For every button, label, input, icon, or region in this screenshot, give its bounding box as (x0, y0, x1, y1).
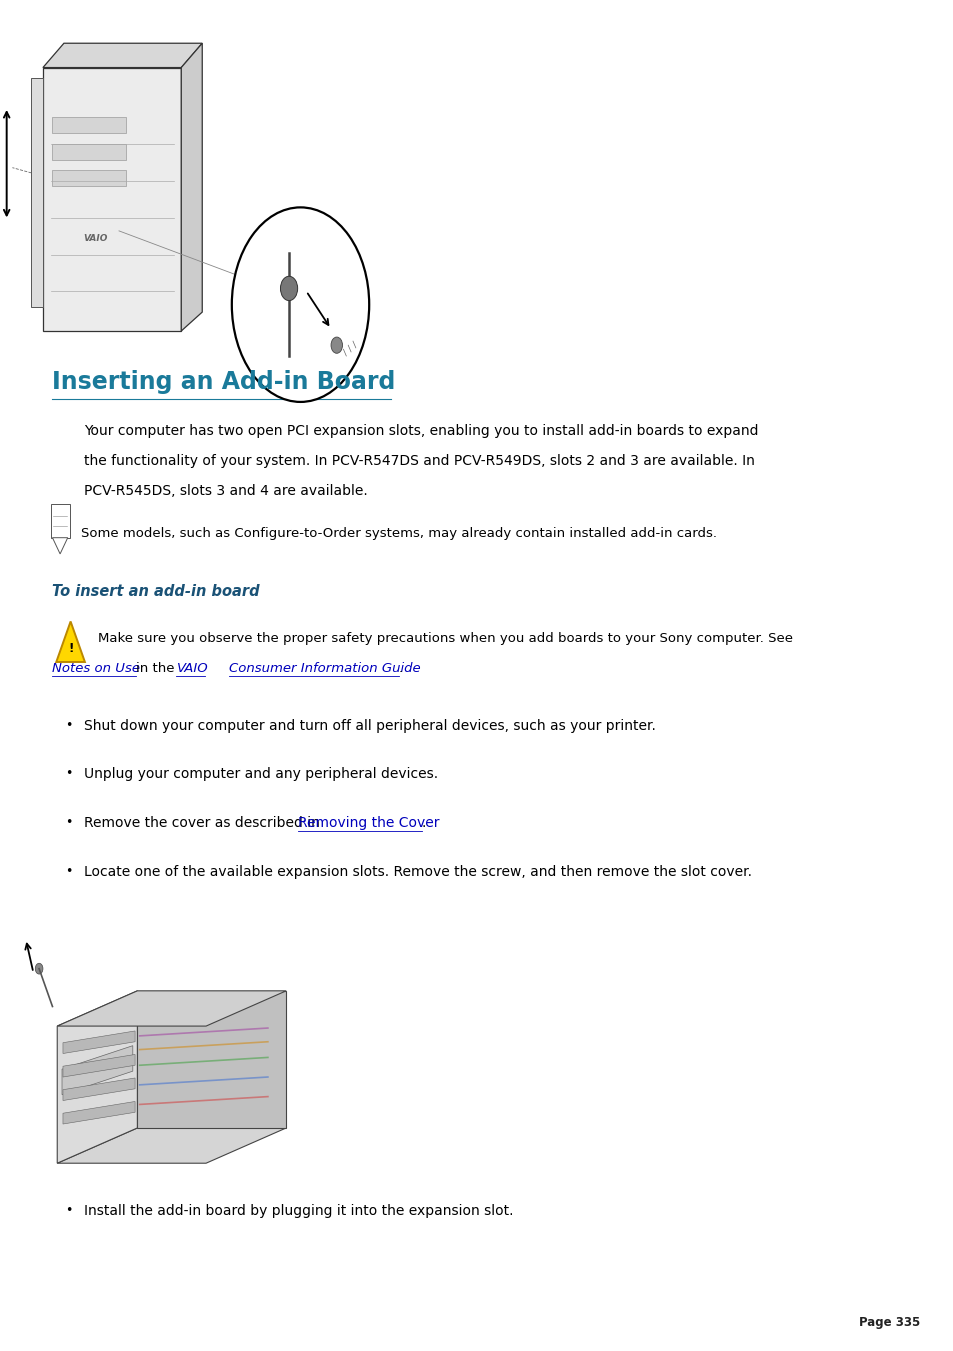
Text: Locate one of the available expansion slots. Remove the screw, and then remove t: Locate one of the available expansion sl… (84, 865, 751, 878)
Polygon shape (181, 43, 202, 331)
Text: !: ! (68, 642, 73, 655)
Polygon shape (51, 504, 70, 538)
Text: •: • (65, 816, 72, 830)
Text: .: . (398, 662, 402, 676)
Polygon shape (52, 143, 126, 159)
Polygon shape (57, 1128, 286, 1163)
Text: Removing the Cover: Removing the Cover (297, 816, 438, 830)
Text: Your computer has two open PCI expansion slots, enabling you to install add-in b: Your computer has two open PCI expansion… (84, 424, 758, 438)
Text: Install the add-in board by plugging it into the expansion slot.: Install the add-in board by plugging it … (84, 1204, 513, 1217)
Polygon shape (43, 43, 202, 68)
Polygon shape (57, 990, 286, 1027)
Text: •: • (65, 767, 72, 781)
Polygon shape (52, 538, 68, 554)
Text: the functionality of your system. In PCV-R547DS and PCV-R549DS, slots 2 and 3 ar: the functionality of your system. In PCV… (84, 454, 754, 467)
Polygon shape (63, 1078, 135, 1101)
Polygon shape (57, 990, 137, 1163)
Polygon shape (52, 170, 126, 186)
Text: •: • (65, 719, 72, 732)
Polygon shape (31, 78, 43, 307)
Polygon shape (43, 68, 181, 331)
Text: Consumer Information Guide: Consumer Information Guide (229, 662, 424, 676)
Polygon shape (62, 1046, 132, 1094)
Text: VAIO: VAIO (176, 662, 208, 676)
Circle shape (280, 276, 297, 301)
Polygon shape (63, 1055, 135, 1077)
Text: Make sure you observe the proper safety precautions when you add boards to your : Make sure you observe the proper safety … (98, 632, 793, 646)
Polygon shape (137, 990, 286, 1128)
Text: •: • (65, 1204, 72, 1217)
Text: Remove the cover as described in: Remove the cover as described in (84, 816, 324, 830)
Polygon shape (63, 1101, 135, 1124)
Text: Shut down your computer and turn off all peripheral devices, such as your printe: Shut down your computer and turn off all… (84, 719, 655, 732)
Polygon shape (56, 621, 85, 662)
Text: VAIO: VAIO (83, 234, 108, 243)
Circle shape (35, 963, 43, 974)
Text: in the: in the (136, 662, 179, 676)
Text: Page 335: Page 335 (859, 1316, 920, 1329)
Text: •: • (65, 865, 72, 878)
Circle shape (232, 207, 369, 403)
Text: Unplug your computer and any peripheral devices.: Unplug your computer and any peripheral … (84, 767, 437, 781)
Text: To insert an add-in board: To insert an add-in board (52, 584, 260, 598)
Polygon shape (52, 118, 126, 134)
Text: PCV-R545DS, slots 3 and 4 are available.: PCV-R545DS, slots 3 and 4 are available. (84, 484, 367, 497)
Circle shape (331, 338, 342, 354)
Text: .: . (421, 816, 426, 830)
Text: Inserting an Add-in Board: Inserting an Add-in Board (52, 370, 395, 394)
Text: Notes on Use: Notes on Use (52, 662, 145, 676)
Text: Some models, such as Configure-to-Order systems, may already contain installed a: Some models, such as Configure-to-Order … (81, 527, 717, 540)
Polygon shape (63, 1031, 135, 1054)
